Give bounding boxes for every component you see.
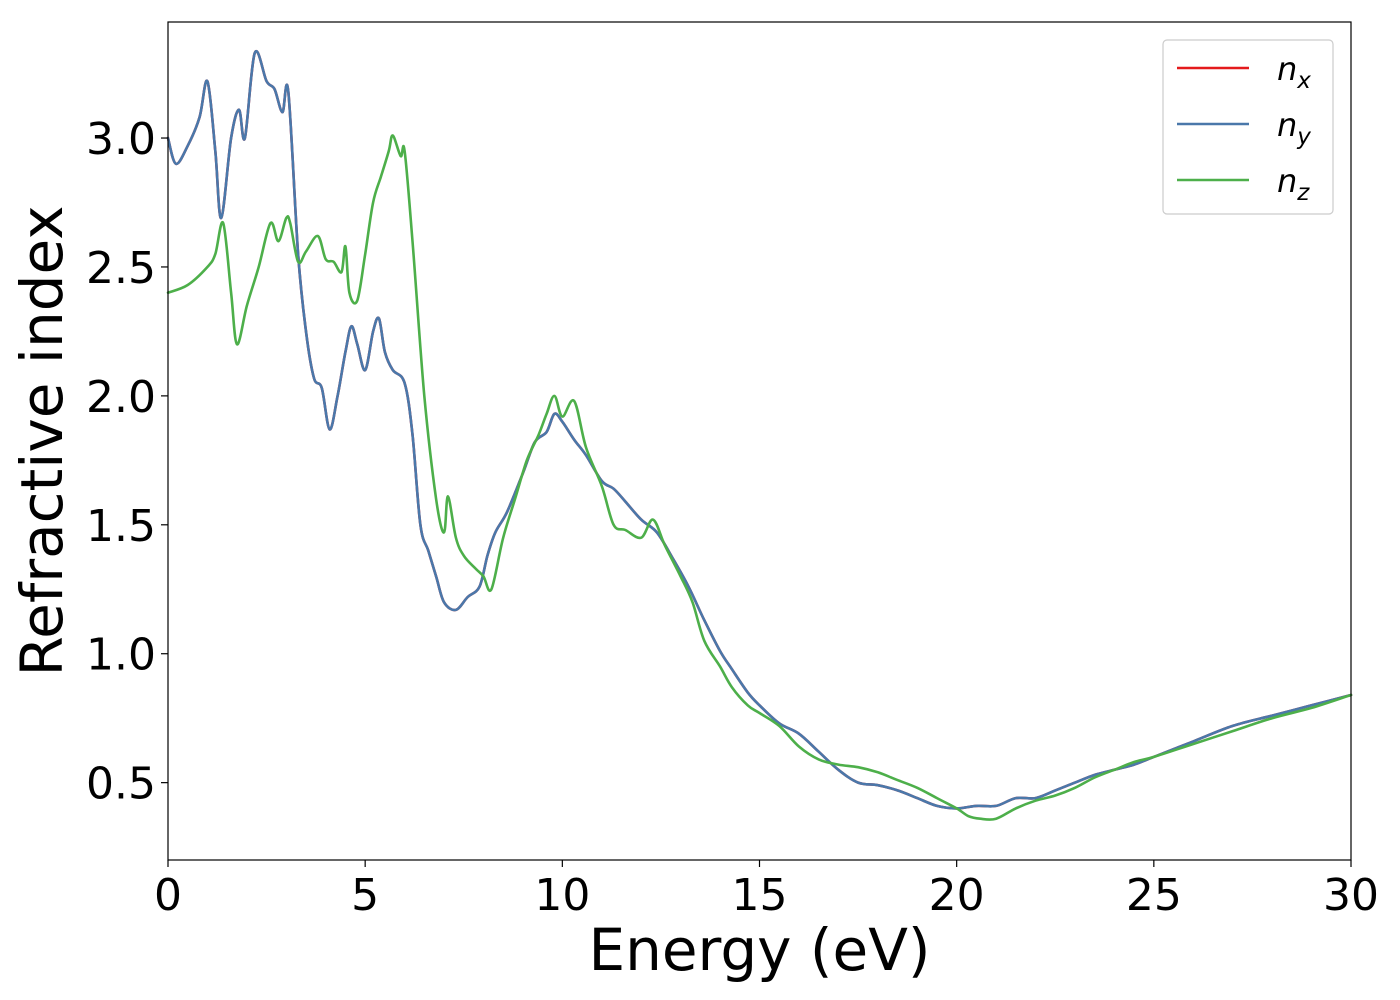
- x-tick-label: 15: [732, 870, 788, 921]
- x-tick-label: 25: [1126, 870, 1182, 921]
- y-tick-label: 1.5: [86, 501, 156, 552]
- legend-box: [1162, 39, 1334, 215]
- x-tick-label: 20: [929, 870, 985, 921]
- series-line-z: [166, 134, 1353, 821]
- y-axis-label: Refractive index: [8, 205, 76, 676]
- x-tick-label: 10: [534, 870, 590, 921]
- x-axis-ticks: 0 5 10 15 20 25 30: [154, 860, 1379, 921]
- y-axis-ticks: 0.5 1.0 1.5 2.0 2.5 3.0: [86, 114, 168, 810]
- series-layer: [166, 49, 1353, 821]
- y-tick-label: 0.5: [86, 759, 156, 810]
- x-axis-label: Energy (eV): [588, 916, 930, 984]
- y-tick-label: 3.0: [86, 114, 156, 165]
- x-tick-label: 30: [1323, 870, 1379, 921]
- x-tick-label: 5: [351, 870, 379, 921]
- y-tick-label: 1.0: [86, 630, 156, 681]
- y-tick-label: 2.0: [86, 372, 156, 423]
- y-tick-label: 2.5: [86, 243, 156, 294]
- x-tick-label: 0: [154, 870, 182, 921]
